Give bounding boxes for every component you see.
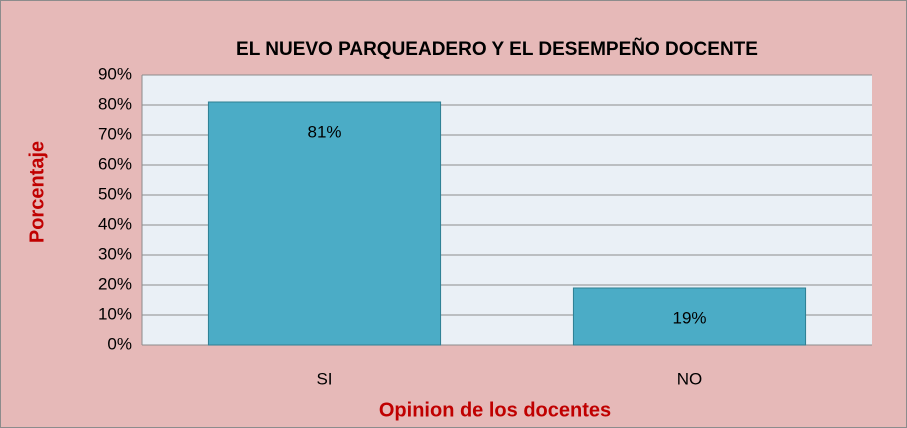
y-tick-label: 0% xyxy=(107,334,132,353)
y-tick-label: 20% xyxy=(98,274,132,293)
data-label: 19% xyxy=(672,308,706,327)
y-tick-label: 10% xyxy=(98,304,132,323)
x-tick-label: NO xyxy=(677,369,703,388)
y-tick-label: 80% xyxy=(98,94,132,113)
y-tick-label: 40% xyxy=(98,214,132,233)
chart-title: EL NUEVO PARQUEADERO Y EL DESEMPEÑO DOCE… xyxy=(236,38,758,60)
x-tick-label: SI xyxy=(316,369,332,388)
bar xyxy=(207,101,442,346)
bar xyxy=(572,287,807,346)
y-tick-label: 30% xyxy=(98,244,132,263)
y-tick-label: 60% xyxy=(98,154,132,173)
data-label: 81% xyxy=(307,122,341,141)
y-tick-label: 70% xyxy=(98,124,132,143)
x-axis-title: Opinion de los docentes xyxy=(379,399,611,421)
y-tick-label: 90% xyxy=(98,64,132,83)
y-tick-label: 50% xyxy=(98,184,132,203)
y-axis-title: Porcentaje xyxy=(26,141,48,243)
